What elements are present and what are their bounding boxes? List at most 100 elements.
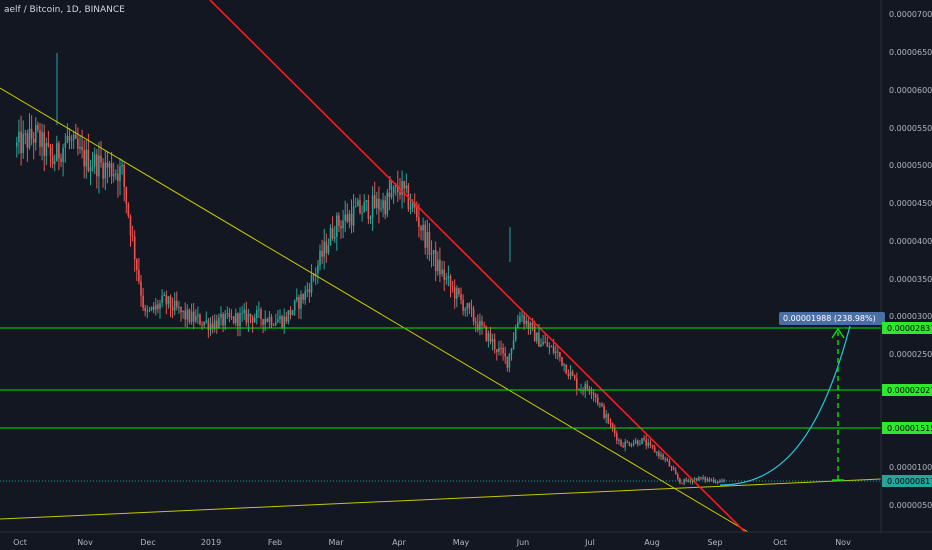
level-label: 0.00002837 [887, 324, 932, 333]
candle-body [445, 277, 448, 280]
candle-body [719, 480, 721, 482]
candle-body [376, 198, 378, 208]
candle-body [447, 276, 450, 278]
candle-body [700, 477, 702, 479]
candle-body [253, 318, 256, 323]
candle-body [60, 158, 62, 162]
candle-body [79, 146, 81, 149]
candle-body [392, 186, 395, 194]
candle-body [474, 321, 477, 324]
candle-body [123, 164, 125, 187]
candle-body [30, 128, 33, 139]
candle-body [527, 320, 530, 329]
candle-body [277, 319, 279, 323]
candle-body [626, 441, 629, 443]
candle-body [637, 440, 639, 445]
candle-body [125, 186, 128, 204]
candle-body [531, 323, 534, 326]
time-tick-label: May [453, 538, 470, 547]
candle-body [310, 274, 313, 293]
candle-body [674, 470, 677, 475]
candle-body [190, 311, 193, 322]
candle-body [462, 299, 464, 311]
candle-body [306, 289, 309, 292]
candle-body [677, 474, 679, 479]
candle-body [207, 320, 210, 331]
candle-body [186, 309, 189, 320]
candle-body [115, 173, 117, 175]
time-axis[interactable]: Oct Nov Dec 2019 Feb Mar Apr May Jun Jul Aug Sep Oct… [13, 538, 851, 547]
candle-body [670, 466, 673, 468]
time-tick-label: 2019 [201, 538, 221, 547]
candle-body [195, 316, 197, 322]
candle-body [643, 438, 645, 440]
candle-body [422, 224, 424, 231]
candle-body [293, 300, 296, 311]
candle-body [698, 477, 700, 481]
candle-body [639, 444, 641, 445]
candle-body [405, 185, 408, 189]
candle-body [85, 149, 88, 167]
candle-body [142, 295, 144, 308]
candle-body [401, 181, 403, 195]
price-axis-background[interactable] [881, 0, 932, 532]
candle-body [559, 352, 561, 358]
candle-body [424, 224, 426, 248]
candle-body [656, 452, 658, 454]
candle-body [411, 202, 414, 208]
candle-body [357, 200, 359, 207]
candle-body [319, 250, 321, 266]
candle-body [397, 185, 399, 193]
candle-body [241, 313, 243, 314]
candle-body [184, 310, 186, 320]
candle-body [363, 202, 365, 213]
candle-body [592, 392, 595, 395]
red-resistance-line [209, 0, 746, 533]
candle-body [569, 371, 572, 376]
measure-arrow-head [831, 327, 845, 339]
candle-body [26, 133, 29, 148]
candle-body [634, 440, 637, 444]
candle-body [110, 163, 113, 177]
candle-body [304, 291, 306, 300]
candle-body [584, 384, 586, 392]
candle-body [327, 244, 330, 254]
candle-body [693, 478, 696, 480]
candle-body [35, 124, 37, 143]
candle-body [237, 313, 239, 327]
time-axis-background[interactable] [0, 532, 932, 550]
candle-body [211, 323, 214, 330]
candle-body [275, 322, 277, 326]
candle-body [300, 294, 302, 309]
candle-body [672, 467, 675, 471]
candle-body [477, 323, 479, 330]
candle-body [712, 479, 715, 483]
candle-body [283, 316, 285, 328]
candle-body [550, 346, 553, 348]
candle-body [403, 181, 405, 189]
candle-body [479, 320, 481, 330]
candle-body [552, 346, 555, 353]
level-label: 0.00002027 [887, 386, 932, 395]
candle-body [533, 325, 536, 342]
candle-body [302, 294, 304, 300]
candle-body [514, 328, 517, 341]
candle-body [62, 147, 64, 162]
candle-body [329, 228, 332, 245]
candle-body [81, 146, 83, 150]
candle-body [561, 357, 563, 366]
candle-body [338, 215, 340, 226]
candle-body [258, 309, 260, 311]
candle-body [666, 458, 669, 461]
candle-body [16, 142, 18, 147]
candle-body [32, 138, 35, 143]
candle-body [136, 259, 138, 270]
candle-body [466, 303, 469, 310]
